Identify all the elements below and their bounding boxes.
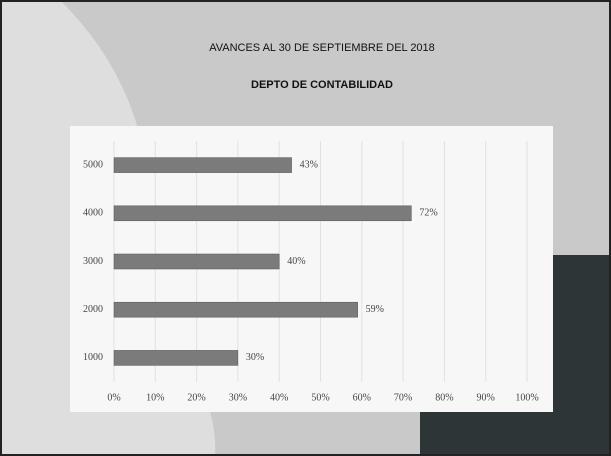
x-tick-label: 50% (311, 392, 329, 403)
y-tick-label: 5000 (83, 159, 103, 170)
y-tick-label: 3000 (83, 256, 103, 267)
y-tick-label: 2000 (83, 304, 103, 315)
data-label: 72% (419, 208, 437, 219)
y-tick-label: 4000 (83, 208, 103, 219)
x-tick-label: 70% (394, 392, 412, 403)
x-tick-label: 40% (270, 392, 288, 403)
x-tick-label: 100% (515, 392, 538, 403)
data-label: 59% (366, 304, 384, 315)
data-label: 43% (300, 159, 318, 170)
x-tick-label: 60% (353, 392, 371, 403)
x-tick-label: 80% (435, 392, 453, 403)
chart-subtitle: DEPTO DE CONTABILIDAD (251, 79, 393, 91)
x-tick-label: 30% (229, 392, 247, 403)
bar (113, 157, 292, 173)
x-tick-label: 10% (146, 392, 164, 403)
x-tick-label: 20% (187, 392, 205, 403)
bar (113, 350, 239, 366)
bar (113, 253, 280, 270)
chart-title: AVANCES AL 30 DE SEPTIEMBRE DEL 2018 (209, 42, 435, 54)
bar (113, 205, 412, 222)
data-label: 30% (246, 352, 264, 363)
x-tick-label: 0% (107, 392, 120, 403)
data-label: 40% (287, 256, 305, 267)
y-tick-label: 1000 (83, 352, 103, 363)
bar (113, 301, 358, 318)
x-tick-label: 90% (477, 392, 495, 403)
